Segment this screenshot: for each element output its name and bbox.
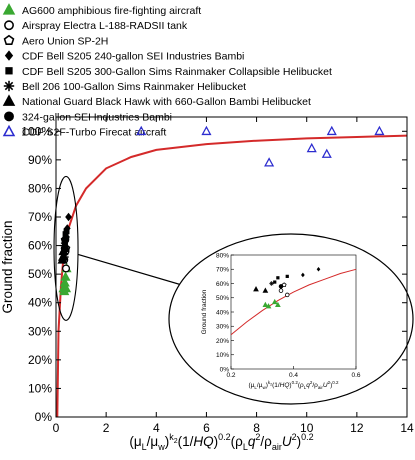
x-tick-label: 6	[203, 421, 210, 435]
y-tick-label: 40%	[28, 296, 52, 310]
data-point	[65, 212, 72, 222]
y-tick-label: 80%	[28, 181, 52, 195]
inset-data-point	[276, 276, 280, 280]
legend-marker	[3, 80, 15, 92]
legend-label: Airspray Electra L-188-RADSII tank	[22, 20, 188, 32]
data-point	[264, 157, 275, 167]
x-tick-label: 2	[103, 421, 110, 435]
inset-data-point	[271, 298, 278, 305]
data-point	[62, 264, 71, 273]
data-point	[321, 148, 332, 158]
inset-data-point	[275, 301, 281, 308]
inset-data-point	[262, 301, 269, 308]
inset-data-point	[278, 284, 284, 289]
inset-data-point	[273, 280, 277, 284]
inset-x-tick-label: 0.6	[351, 372, 360, 379]
inset-chart: 0.2 0.4 0.6 0% 10% 20% 30% 40% 50% 60% 70% 80% Groun…	[168, 233, 414, 405]
legend-marker	[2, 94, 16, 106]
y-axis-title: Ground fraction	[0, 220, 15, 313]
inset-data-point	[269, 281, 274, 286]
legend-label: CDF Bell S205 300-Gallon Sims Rainmaker …	[22, 66, 332, 78]
data-point	[57, 254, 68, 264]
inset-data-point	[316, 266, 321, 272]
legend-label: CDF S2F-Turbo Firecat aircraft	[22, 127, 166, 139]
fit-curve	[56, 134, 408, 418]
legend-marker	[4, 20, 14, 31]
inset-y-tick-label: 10%	[216, 352, 229, 359]
x-axis-title: (μL/μw)k2(1/HQ)0.2(ρLq2/ρairU2)0.2	[129, 432, 313, 452]
legend-label: AG600 amphibious fire-fighting aircraft	[22, 5, 201, 17]
y-tick-label: 50%	[28, 267, 52, 281]
x-tick-label: 10	[300, 421, 314, 435]
legend-marker	[4, 111, 14, 122]
x-tick-label: 0	[53, 421, 60, 435]
inset-data-point	[253, 286, 259, 292]
inset-y-tick-label: 60%	[216, 281, 229, 288]
inset-y-tick-label: 70%	[216, 267, 229, 274]
inset-data-point	[281, 282, 287, 287]
y-tick-label: 30%	[28, 324, 52, 338]
legend-marker	[2, 124, 16, 137]
inset-y-tick-label: 20%	[216, 338, 229, 345]
data-point	[136, 125, 147, 136]
legend-marker	[4, 50, 14, 61]
data-point	[60, 271, 71, 281]
inset-x-tick-label: 0.2	[226, 372, 235, 379]
legend-label: CDF Bell S205 240-gallon SEI Industries …	[22, 51, 244, 63]
y-tick-label: 100%	[21, 124, 52, 138]
legend-label: National Guard Black Hawk with 660-Gallo…	[22, 96, 311, 108]
data-point	[60, 244, 69, 253]
inset-fit-curve	[230, 268, 357, 336]
data-point	[61, 235, 70, 244]
inset-y-tick-label: 30%	[216, 324, 229, 331]
x-tick-label: 12	[350, 421, 364, 435]
legend-marker	[2, 3, 16, 15]
cluster-ellipse	[53, 175, 79, 321]
plot-frame	[55, 116, 408, 418]
inset-data-point	[265, 303, 272, 309]
data-point	[306, 142, 317, 153]
inset-y-tick-label: 40%	[216, 309, 229, 316]
y-tick-label: 20%	[28, 353, 52, 367]
data-point	[374, 125, 385, 136]
inset-x-tick-label: 0.4	[289, 372, 298, 379]
data-point	[59, 285, 70, 296]
inset-data-point	[301, 272, 305, 278]
y-tick-label: 90%	[28, 153, 52, 167]
inset-x-axis-title: (μL/μw)k2(1/HQ)0.2(ρLq2/ρairU2)0.2	[248, 380, 339, 390]
inset-data-point	[285, 274, 289, 278]
y-tick-label: 0%	[35, 410, 53, 424]
legend-label: Bell 206 100-Gallon Sims Rainmaker Helib…	[22, 81, 246, 93]
axes: 0 2 4 6 8 10 12 14 0% 10% 20% 30% 40% 50% 60% 70% 80% 90%…	[0, 116, 414, 452]
inset-y-tick-label: 50%	[216, 295, 229, 302]
x-tick-label: 14	[400, 421, 414, 435]
legend-marker	[3, 34, 15, 45]
data-point	[201, 125, 212, 136]
y-tick-label: 10%	[28, 381, 52, 395]
legend-label: Aero Union SP-2H	[22, 35, 108, 47]
data-point	[63, 228, 70, 235]
y-tick-label: 70%	[28, 210, 52, 224]
inset-y-tick-label: 80%	[216, 252, 229, 259]
data-point	[326, 125, 337, 136]
inset-data-point	[278, 288, 284, 293]
x-tick-label: 4	[153, 421, 160, 435]
legend: AG600 amphibious fire-fighting aircraft A…	[2, 3, 332, 139]
y-tick-label: 60%	[28, 239, 52, 253]
inset-ellipse	[168, 233, 414, 405]
inset-y-axis-title: Ground fraction	[201, 289, 208, 334]
legend-marker	[5, 67, 13, 75]
x-tick-label: 8	[253, 421, 260, 435]
inset-data-point	[285, 292, 290, 298]
inset-y-tick-label: 0%	[220, 366, 230, 373]
inset-data-point	[262, 287, 269, 293]
